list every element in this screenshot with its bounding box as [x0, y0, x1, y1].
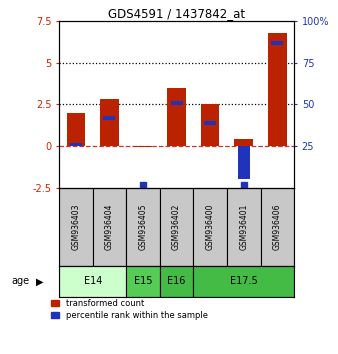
Bar: [126, 266, 160, 297]
Title: GDS4591 / 1437842_at: GDS4591 / 1437842_at: [108, 7, 245, 20]
Bar: [160, 188, 193, 266]
Bar: [268, 33, 287, 146]
Text: GSM936405: GSM936405: [139, 203, 148, 250]
Text: E15: E15: [134, 276, 152, 286]
Bar: [70, 143, 82, 146]
Text: ▶: ▶: [35, 276, 43, 286]
Text: E17.5: E17.5: [230, 276, 258, 286]
Legend: transformed count, percentile rank within the sample: transformed count, percentile rank withi…: [51, 299, 208, 320]
Bar: [103, 116, 116, 120]
Text: GSM936401: GSM936401: [239, 203, 248, 250]
Text: E16: E16: [167, 276, 186, 286]
Bar: [93, 188, 126, 266]
Text: GSM936402: GSM936402: [172, 203, 181, 250]
Bar: [67, 113, 85, 146]
Text: GSM936403: GSM936403: [71, 203, 80, 250]
Bar: [171, 101, 183, 105]
Bar: [193, 266, 294, 297]
Bar: [167, 88, 186, 146]
Bar: [126, 188, 160, 266]
Bar: [204, 121, 216, 125]
Bar: [134, 146, 152, 147]
Bar: [160, 266, 193, 297]
Text: age: age: [12, 276, 30, 286]
Bar: [100, 99, 119, 146]
Bar: [201, 104, 219, 146]
Bar: [235, 139, 253, 146]
Text: GSM936406: GSM936406: [273, 203, 282, 250]
Text: GSM936400: GSM936400: [206, 203, 215, 250]
Bar: [227, 188, 261, 266]
Bar: [238, 146, 250, 179]
Text: GSM936404: GSM936404: [105, 203, 114, 250]
Text: E14: E14: [83, 276, 102, 286]
Bar: [271, 41, 283, 45]
Bar: [59, 188, 93, 266]
Bar: [59, 266, 126, 297]
Bar: [193, 188, 227, 266]
Bar: [261, 188, 294, 266]
